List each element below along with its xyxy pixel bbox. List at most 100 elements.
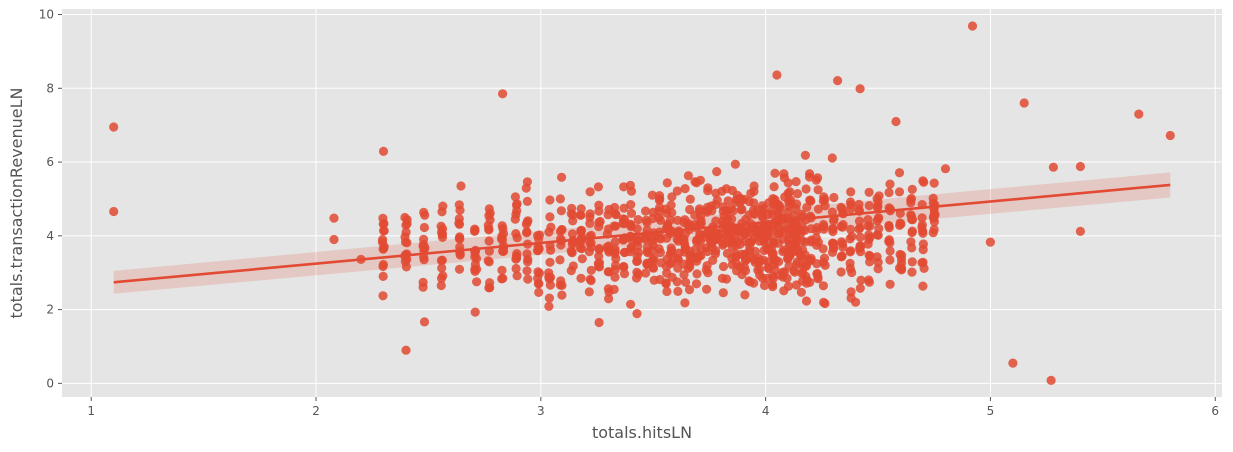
x-tick-label: 5 — [987, 404, 995, 418]
scatter-point — [872, 203, 883, 213]
scatter-point — [806, 196, 816, 206]
scatter-point — [846, 224, 856, 234]
scatter-point — [419, 207, 429, 217]
y-tick-label: 8 — [46, 81, 54, 95]
y-tick-label: 6 — [46, 155, 54, 169]
scatter-point — [884, 221, 894, 231]
scatter-point — [811, 175, 821, 185]
scatter-point — [545, 212, 555, 222]
scatter-point — [667, 208, 677, 218]
scatter-point — [805, 277, 815, 287]
scatter-point — [568, 216, 578, 226]
scatter-point — [484, 236, 494, 246]
scatter-point — [667, 192, 677, 202]
scatter-point — [718, 261, 729, 272]
scatter-point — [456, 181, 466, 191]
scatter-point — [695, 234, 705, 244]
scatter-point — [419, 255, 429, 265]
scatter-point — [641, 206, 651, 216]
scatter-point — [894, 187, 905, 197]
scatter-point — [759, 280, 770, 291]
scatter-point — [854, 216, 865, 226]
scatter-point — [792, 189, 803, 199]
scatter-point — [640, 233, 651, 243]
tick-labels: 1 2 3 4 5 6 0 2 4 6 8 10 — [39, 8, 1219, 418]
data-points — [109, 21, 1175, 385]
scatter-point — [454, 200, 464, 210]
scatter-point — [454, 264, 465, 274]
scatter-point — [845, 234, 855, 244]
scatter-point — [594, 262, 605, 272]
scatter-point — [711, 216, 721, 226]
scatter-point — [855, 84, 865, 94]
scatter-point — [512, 199, 522, 209]
scatter-point — [779, 169, 789, 179]
scatter-point — [625, 180, 636, 190]
scatter-point — [805, 169, 815, 179]
scatter-point — [593, 182, 604, 192]
scatter-point — [827, 153, 837, 163]
scatter-point — [522, 249, 532, 259]
scatter-point — [546, 222, 556, 232]
scatter-point — [557, 172, 567, 182]
scatter-point — [985, 237, 996, 247]
scatter-point — [557, 280, 567, 290]
scatter-point — [566, 266, 576, 276]
scatter-point — [929, 178, 939, 188]
scatter-point — [484, 257, 494, 267]
scatter-point — [648, 263, 658, 273]
scatter-point — [827, 207, 838, 217]
scatter-point — [967, 21, 978, 31]
scatter-point — [577, 254, 587, 264]
scatter-point — [727, 214, 737, 224]
scatter-point — [895, 220, 905, 230]
x-tick-label: 3 — [537, 404, 545, 418]
scatter-point — [864, 201, 874, 211]
scatter-point — [1075, 226, 1085, 236]
grid-lines — [62, 9, 1222, 397]
scatter-point — [907, 257, 917, 267]
scatter-point — [872, 216, 882, 226]
scatter-point — [522, 196, 533, 206]
scatter-point — [845, 247, 855, 257]
scatter-point — [401, 227, 411, 237]
scatter-point — [626, 200, 636, 210]
scatter-point — [522, 228, 532, 238]
scatter-point — [586, 276, 596, 286]
scatter-point — [401, 345, 411, 355]
scatter-point — [749, 278, 759, 288]
scatter-point — [1048, 162, 1058, 172]
scatter-point — [665, 215, 676, 225]
scatter-point — [633, 235, 643, 245]
scatter-point — [556, 206, 567, 216]
scatter-point — [695, 175, 706, 185]
scatter-point — [418, 282, 428, 292]
scatter-point — [401, 220, 411, 230]
scatter-point — [820, 201, 830, 211]
scatter-point — [437, 207, 447, 217]
scatter-point — [863, 239, 873, 249]
scatter-point — [586, 242, 596, 252]
scatter-point — [928, 212, 939, 223]
scatter-point — [673, 286, 683, 296]
scatter-point — [701, 265, 711, 275]
y-tick-label: 0 — [46, 376, 54, 390]
scatter-point — [1008, 358, 1018, 368]
scatter-point — [566, 209, 576, 219]
scatter-point — [533, 231, 543, 241]
regression-layer — [113, 183, 1171, 284]
scatter-point — [594, 245, 604, 255]
scatter-point — [791, 177, 801, 187]
scatter-point — [470, 224, 480, 234]
scatter-point — [567, 229, 578, 239]
scatter-point — [557, 225, 567, 235]
scatter-point — [721, 274, 732, 284]
scatter-point — [846, 187, 856, 197]
scatter-point — [874, 191, 884, 201]
scatter-point — [873, 264, 883, 274]
scatter-point — [378, 271, 388, 281]
scatter-point — [497, 265, 507, 275]
scatter-point — [667, 245, 677, 255]
scatter-point — [454, 218, 464, 228]
scatter-point — [626, 208, 637, 218]
